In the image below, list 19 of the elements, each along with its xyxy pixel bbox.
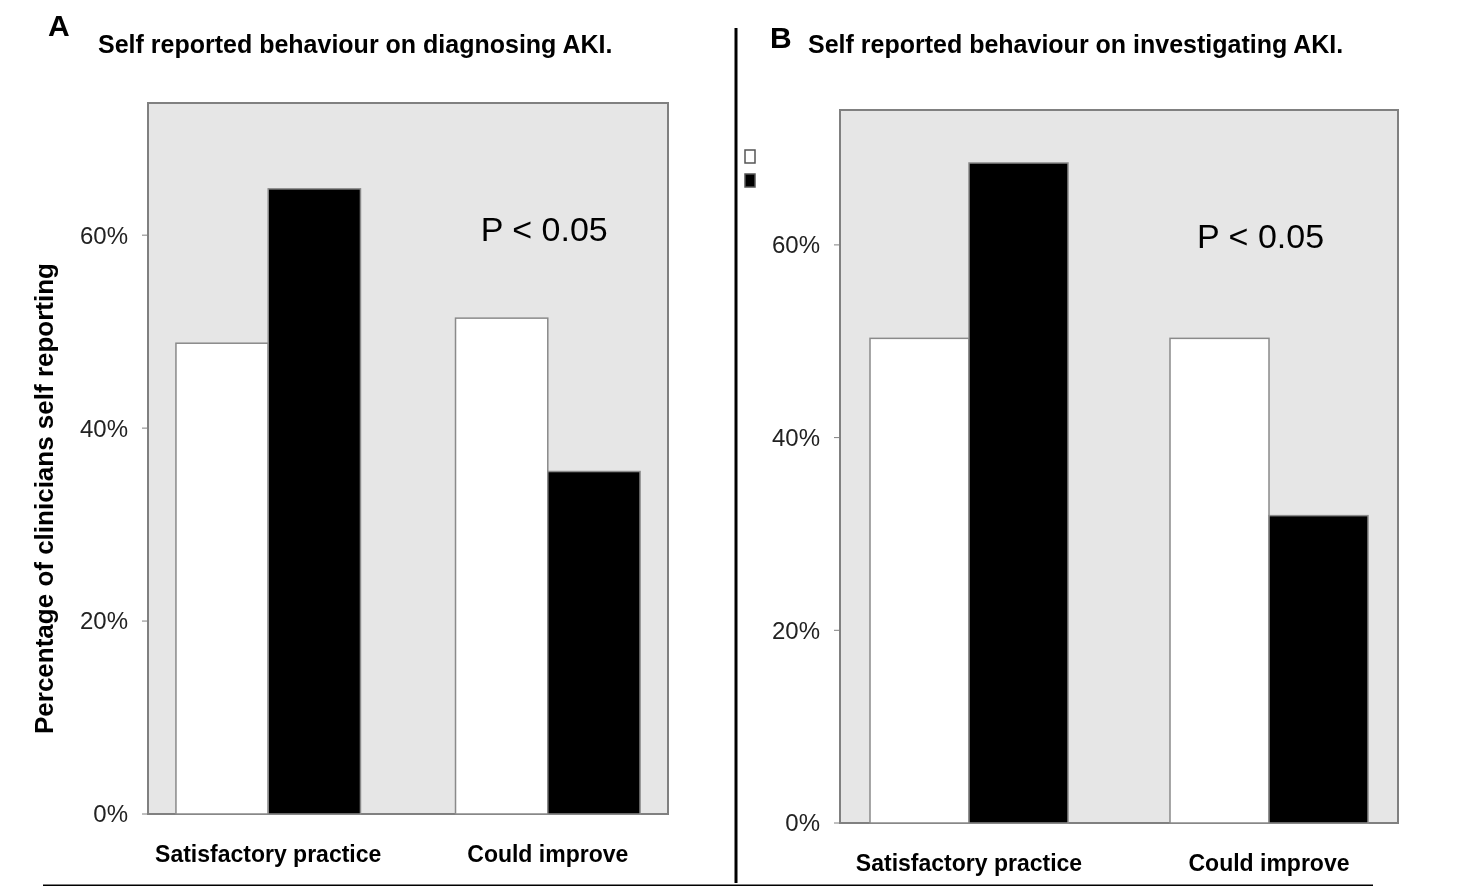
text: A [48, 9, 70, 42]
y-axis-title: Percentage of clinicians self reporting [29, 262, 59, 735]
chart-title: Self reported behaviour on diagnosing AKI. [98, 30, 613, 58]
y-tick-label: 60% [79, 221, 128, 249]
y-tick-label: 0% [785, 809, 820, 837]
x-tick-label: Satisfactory practice [155, 841, 382, 867]
x-tick-label: Could improve [467, 841, 629, 867]
x-tick-label: Could improve [1188, 850, 1350, 876]
y-tick-label: 20% [79, 607, 128, 635]
y-tick-label: 60% [771, 231, 820, 259]
x-tick-label: Satisfactory practice [855, 850, 1083, 876]
y-tick-label: 20% [771, 616, 820, 644]
chart-title: Self reported behaviour on investigating AKI. [808, 30, 1344, 58]
y-tick-label: 0% [93, 800, 128, 828]
y-tick-label: 40% [79, 414, 128, 442]
y-tick-label: 40% [771, 423, 820, 451]
annotation: P < 0.05 [1197, 217, 1325, 255]
annotation: P < 0.05 [480, 210, 608, 248]
text: B [770, 21, 792, 54]
